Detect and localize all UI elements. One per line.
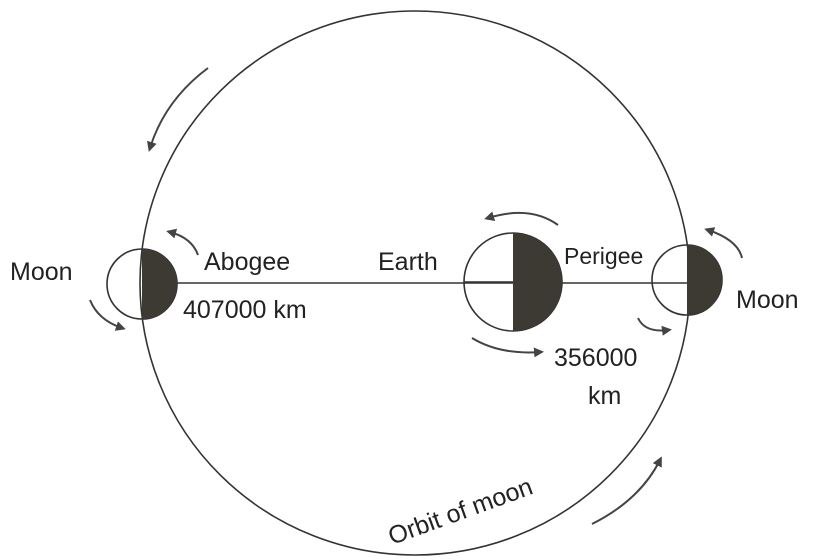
orbit-label: Orbit of moon [384, 473, 536, 551]
moon-right-label: Moon [736, 286, 799, 314]
diagram: Moon Abogee 407000 km Earth Perigee 3560… [0, 0, 821, 560]
apogee-label: Abogee [204, 248, 290, 276]
perigee-distance: 356000 [554, 344, 637, 372]
moon-left-body [107, 249, 177, 319]
earth-label: Earth [378, 248, 438, 276]
moon-left-label: Moon [10, 258, 73, 286]
perigee-label: Perigee [564, 243, 643, 269]
apogee-distance: 407000 km [183, 296, 307, 324]
perigee-distance-unit: km [588, 382, 621, 410]
earth-body [464, 233, 562, 331]
moon-right-body [652, 245, 722, 315]
